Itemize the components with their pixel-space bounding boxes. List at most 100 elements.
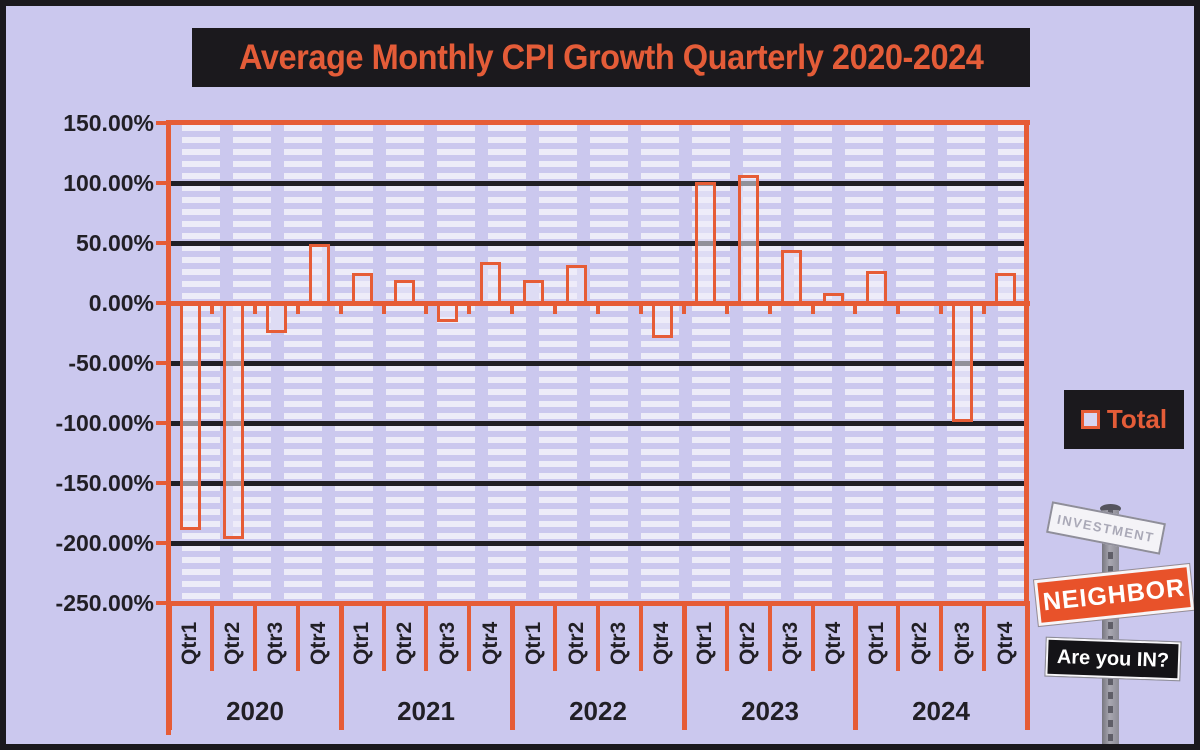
year-separator: [853, 605, 858, 730]
zero-axis-tick: [424, 305, 428, 314]
gridline-50: [169, 241, 1027, 246]
x-axis-quarter-label: Qtr4: [650, 621, 673, 665]
y-axis-tick: [156, 181, 169, 185]
legend: Total: [1064, 390, 1184, 449]
y-axis-label: -150.00%: [55, 470, 154, 496]
bar-2020-Qtr1: [180, 302, 201, 530]
gridline--50: [169, 361, 1027, 366]
zero-axis-tick: [682, 305, 686, 314]
quarter-separator: [296, 605, 300, 671]
bar-2024-Qtr1: [866, 271, 887, 305]
x-axis-quarter-label: Qtr2: [736, 621, 759, 665]
x-axis-year-label: 2022: [569, 696, 627, 726]
zero-axis-tick: [339, 305, 343, 314]
zero-axis: [166, 301, 1030, 306]
quarter-separator: [896, 605, 900, 671]
plot-border-right: [1024, 120, 1029, 606]
quarter-separator: [768, 605, 772, 671]
quarter-separator: [725, 605, 729, 671]
bar-2023-Qtr2: [738, 175, 759, 305]
zero-axis-tick: [596, 305, 600, 314]
bar-2022-Qtr2: [566, 265, 587, 305]
year-separator: [1025, 605, 1030, 730]
y-axis-tick: [156, 541, 169, 545]
x-axis-quarter-label: Qtr1: [350, 621, 373, 665]
quarter-separator: [596, 605, 600, 671]
x-axis-quarter-label: Qtr1: [522, 621, 545, 665]
y-axis-label: -200.00%: [55, 530, 154, 556]
x-axis-year-label: 2024: [912, 696, 970, 726]
y-axis-label: 0.00%: [88, 290, 154, 316]
y-axis-label: 100.00%: [63, 170, 154, 196]
year-separator: [339, 605, 344, 730]
y-axis-line: [166, 120, 171, 735]
zero-axis-tick: [811, 305, 815, 314]
gridline--100: [169, 421, 1027, 426]
y-axis-tick: [156, 481, 169, 485]
quarter-separator: [424, 605, 428, 671]
zero-axis-tick: [553, 305, 557, 314]
bar-2020-Qtr4: [309, 244, 330, 305]
signpost-pole-icon: [1102, 510, 1119, 744]
zero-axis-tick: [510, 305, 514, 314]
y-axis-label: 50.00%: [75, 230, 154, 256]
brand-signpost-logo: INVESTMENT NEIGHBOR Are you IN?: [1034, 498, 1194, 744]
x-axis-quarter-label: Qtr3: [607, 621, 630, 665]
bar-2024-Qtr3: [952, 302, 973, 422]
y-axis-label: -100.00%: [55, 410, 154, 436]
quarter-separator: [553, 605, 557, 671]
y-axis-label: 150.00%: [63, 110, 154, 136]
bar-2020-Qtr3: [266, 302, 287, 333]
x-axis-quarter-label: Qtr4: [822, 621, 845, 665]
x-axis-quarter-label: Qtr2: [908, 621, 931, 665]
x-axis-year-label: 2023: [741, 696, 799, 726]
y-axis-tick: [156, 361, 169, 365]
zero-axis-tick: [382, 305, 386, 314]
quarter-separator: [982, 605, 986, 671]
year-separator: [682, 605, 687, 730]
gridline--200: [169, 541, 1027, 546]
x-axis-quarter-label: Qtr1: [865, 621, 888, 665]
zero-axis-tick: [253, 305, 257, 314]
x-axis-quarter-label: Qtr3: [779, 621, 802, 665]
zero-axis-tick: [939, 305, 943, 314]
zero-axis-tick: [768, 305, 772, 314]
y-axis-tick: [156, 421, 169, 425]
gridline-100: [169, 181, 1027, 186]
y-axis-label: -50.00%: [68, 350, 154, 376]
zero-axis-tick: [982, 305, 986, 314]
x-axis-quarter-label: Qtr4: [479, 621, 502, 665]
zero-axis-tick: [639, 305, 643, 314]
quarter-separator: [210, 605, 214, 671]
zero-axis-tick: [467, 305, 471, 314]
legend-label-total: Total: [1106, 404, 1168, 434]
x-axis-year-label: 2020: [226, 696, 284, 726]
quarter-separator: [467, 605, 471, 671]
chart-title: Average Monthly CPI Growth Quarterly 202…: [238, 37, 984, 77]
chart-title-panel: Average Monthly CPI Growth Quarterly 202…: [192, 28, 1030, 87]
zero-axis-tick: [296, 305, 300, 314]
x-axis-quarter-label: Qtr3: [436, 621, 459, 665]
zero-axis-tick: [853, 305, 857, 314]
x-axis-quarter-label: Qtr3: [951, 621, 974, 665]
quarter-separator: [253, 605, 257, 671]
quarter-separator: [382, 605, 386, 671]
x-axis-quarter-label: Qtr4: [307, 621, 330, 665]
gridline--150: [169, 481, 1027, 486]
x-axis-quarter-label: Qtr4: [994, 621, 1017, 665]
y-axis-tick: [156, 301, 169, 305]
zero-axis-tick: [896, 305, 900, 314]
zero-axis-tick: [725, 305, 729, 314]
neighbor-street-sign: NEIGHBOR: [1034, 563, 1194, 627]
x-axis-quarter-label: Qtr2: [221, 621, 244, 665]
x-axis-year-label: 2021: [397, 696, 455, 726]
year-separator: [510, 605, 515, 730]
bar-2020-Qtr2: [223, 302, 244, 539]
legend-swatch-total: [1080, 410, 1100, 429]
are-you-in-street-sign: Are you IN?: [1045, 637, 1181, 681]
plot-border-bottom: [166, 601, 1030, 606]
bar-2023-Qtr3: [781, 250, 802, 305]
bar-2021-Qtr4: [480, 262, 501, 305]
bar-2022-Qtr4: [652, 302, 673, 338]
